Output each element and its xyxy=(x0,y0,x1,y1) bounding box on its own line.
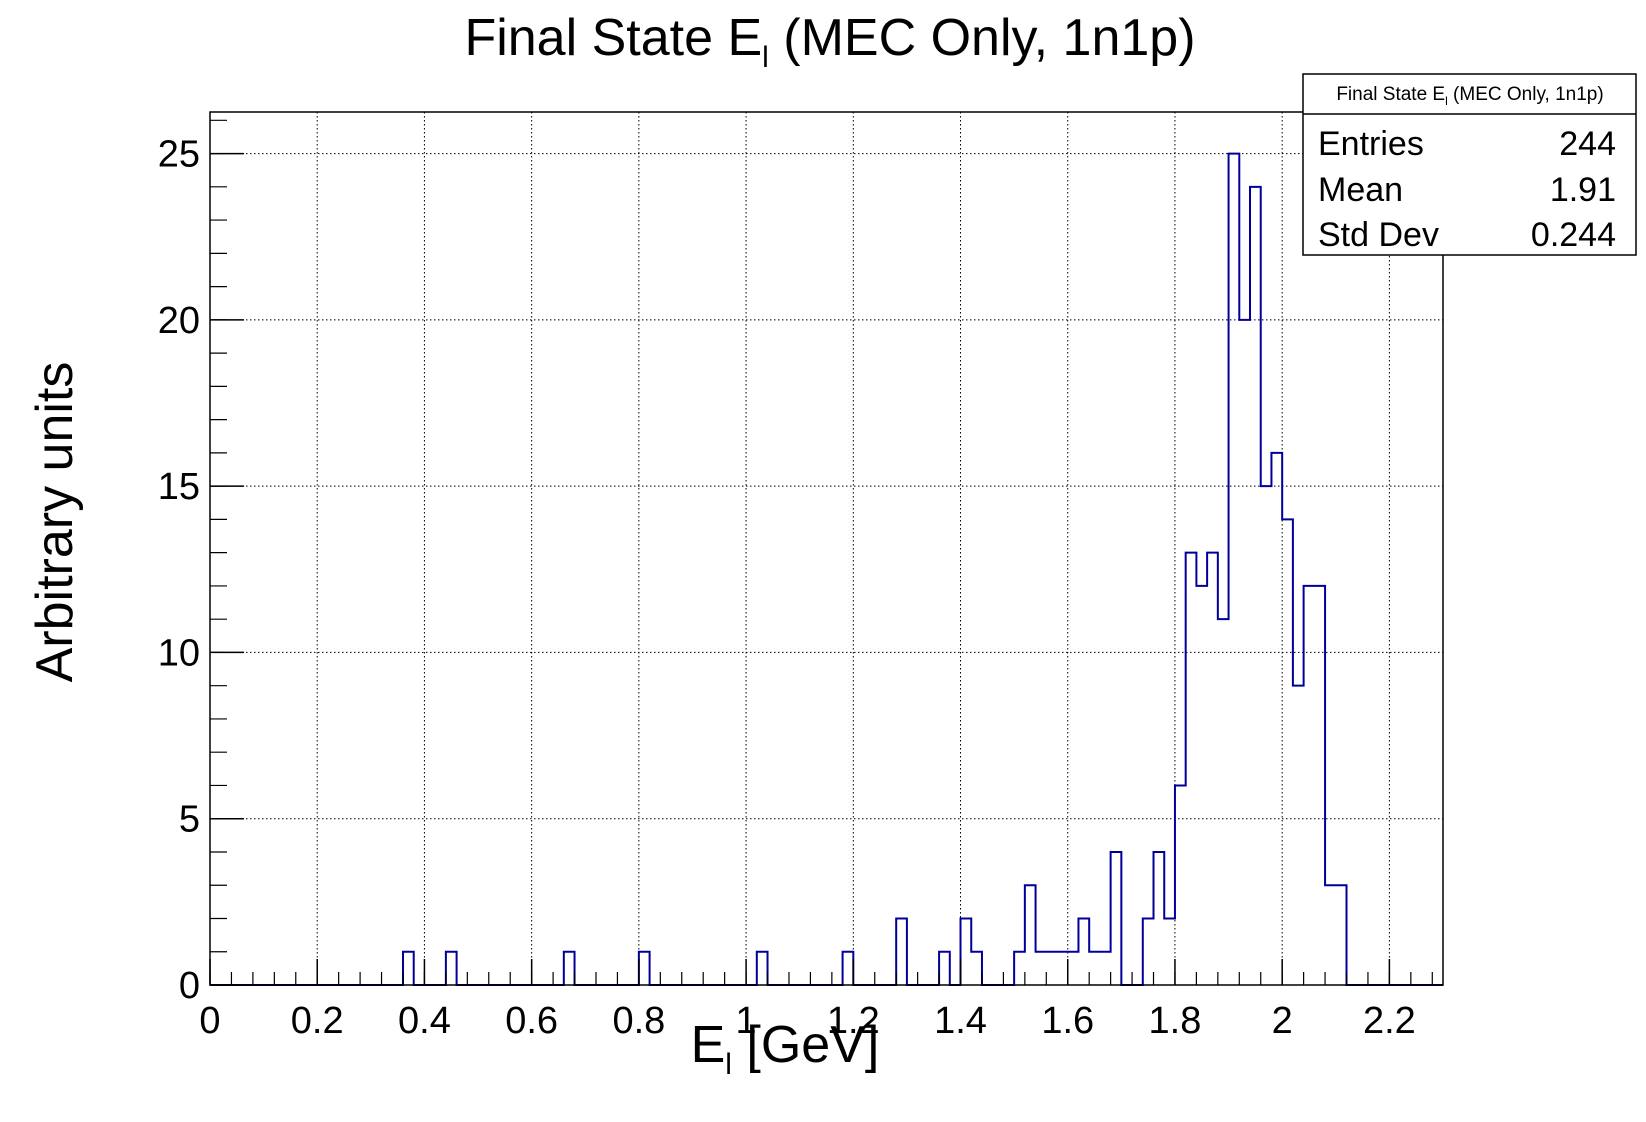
x-tick-label: 1 xyxy=(736,1000,757,1042)
x-tick-label: 1.6 xyxy=(1041,1000,1094,1042)
histogram-bin xyxy=(961,918,972,985)
chart-title-sub: l xyxy=(762,41,769,74)
y-tick-label: 5 xyxy=(179,799,200,841)
y-axis-title: Arbitrary units xyxy=(26,362,84,683)
histogram-bin xyxy=(1057,952,1068,985)
x-axis-title-post: [GeV] xyxy=(732,1016,879,1074)
stats-box-title-pre: Final State E xyxy=(1336,84,1445,105)
histogram-bin xyxy=(1282,519,1293,985)
histogram-bin xyxy=(1336,885,1347,985)
histogram-bin xyxy=(1196,586,1207,985)
stats-stddev-value: 0.244 xyxy=(1531,216,1616,254)
stats-entries-value: 244 xyxy=(1559,125,1616,163)
histogram-bin xyxy=(1078,918,1089,985)
histogram-bin xyxy=(1271,453,1282,985)
x-tick-labels: 0 0.2 0.4 0.6 0.8 1 1.2 1.4 1.6 1.8 2 2.2 xyxy=(199,1000,1415,1042)
histogram-bin xyxy=(1143,918,1154,985)
x-tick-label: 0.2 xyxy=(291,1000,344,1042)
histogram-series xyxy=(210,152,1443,986)
histogram-bin xyxy=(1239,320,1250,985)
histogram-bin xyxy=(1229,154,1240,985)
stats-box: Final State El (MEC Only, 1n1p) Entries … xyxy=(1302,73,1637,256)
x-tick-label: 2.2 xyxy=(1363,1000,1416,1042)
histogram-bin xyxy=(1164,918,1175,985)
stats-stddev-label: Std Dev xyxy=(1318,216,1439,254)
y-tick-label: 15 xyxy=(158,466,200,508)
x-tick-label: 0.6 xyxy=(505,1000,558,1042)
chart-title-pre: Final State E xyxy=(464,9,762,67)
x-tick-label: 0.4 xyxy=(398,1000,451,1042)
x-axis-title-sub: l xyxy=(725,1048,732,1081)
histogram-bin xyxy=(1111,852,1122,985)
histogram-bin xyxy=(1036,952,1047,985)
chart-title: Final State El (MEC Only, 1n1p) xyxy=(464,9,1195,74)
x-tick-label: 2 xyxy=(1272,1000,1293,1042)
stats-box-title: Final State El (MEC Only, 1n1p) xyxy=(1336,84,1603,108)
histogram-bin xyxy=(1325,885,1336,985)
y-tick-label: 25 xyxy=(158,134,200,176)
histogram-bin xyxy=(1261,486,1272,985)
histogram-bin xyxy=(1100,952,1111,985)
y-tick-label: 0 xyxy=(179,965,200,1007)
histogram-outline xyxy=(210,152,1443,986)
histogram-bin xyxy=(1175,785,1186,985)
histogram-bin xyxy=(1186,553,1197,985)
x-tick-label: 0.8 xyxy=(612,1000,665,1042)
stats-entries-label: Entries xyxy=(1318,125,1424,163)
histogram-bin xyxy=(403,952,414,985)
y-tick-labels: 0 5 10 15 20 25 xyxy=(158,134,200,1007)
x-axis-title: El [GeV] xyxy=(691,1016,880,1081)
histogram-bin xyxy=(1025,885,1036,985)
histogram-bin xyxy=(843,952,854,985)
histogram-bin xyxy=(1046,952,1057,985)
stats-mean-value: 1.91 xyxy=(1550,171,1616,209)
y-tick-label: 20 xyxy=(158,300,200,342)
histogram-bin xyxy=(1314,586,1325,985)
histogram-bin xyxy=(757,952,768,985)
stats-box-title-post: (MEC Only, 1n1p) xyxy=(1448,84,1604,105)
histogram-bin xyxy=(1218,619,1229,985)
histogram-bin xyxy=(1014,952,1025,985)
histogram-bin xyxy=(971,952,982,985)
plot-frame xyxy=(209,111,1444,986)
histogram-bin xyxy=(1154,852,1165,985)
histogram-bin xyxy=(446,952,457,985)
histogram-bin xyxy=(1089,952,1100,985)
histogram-bin xyxy=(1293,686,1304,985)
histogram-bin xyxy=(1068,952,1079,985)
histogram-bin xyxy=(1304,586,1315,985)
histogram-bin xyxy=(939,952,950,985)
axis-ticks xyxy=(209,119,1433,986)
histogram-bin xyxy=(564,952,575,985)
histogram-bin xyxy=(639,952,650,985)
chart-title-post: (MEC Only, 1n1p) xyxy=(769,9,1196,67)
histogram-bin xyxy=(896,918,907,985)
histogram-bin xyxy=(1250,187,1261,985)
stats-mean-label: Mean xyxy=(1318,171,1403,209)
x-tick-label: 0 xyxy=(199,1000,220,1042)
grid-lines xyxy=(210,112,1443,985)
histogram-bin xyxy=(1207,553,1218,985)
x-axis-title-pre: E xyxy=(691,1016,726,1074)
y-tick-label: 10 xyxy=(158,632,200,674)
x-tick-label: 1.8 xyxy=(1149,1000,1202,1042)
stats-box-frame xyxy=(1302,73,1637,256)
stats-box-title-sub: l xyxy=(1445,94,1448,108)
x-tick-label: 1.4 xyxy=(934,1000,987,1042)
x-tick-label: 1.2 xyxy=(827,1000,880,1042)
